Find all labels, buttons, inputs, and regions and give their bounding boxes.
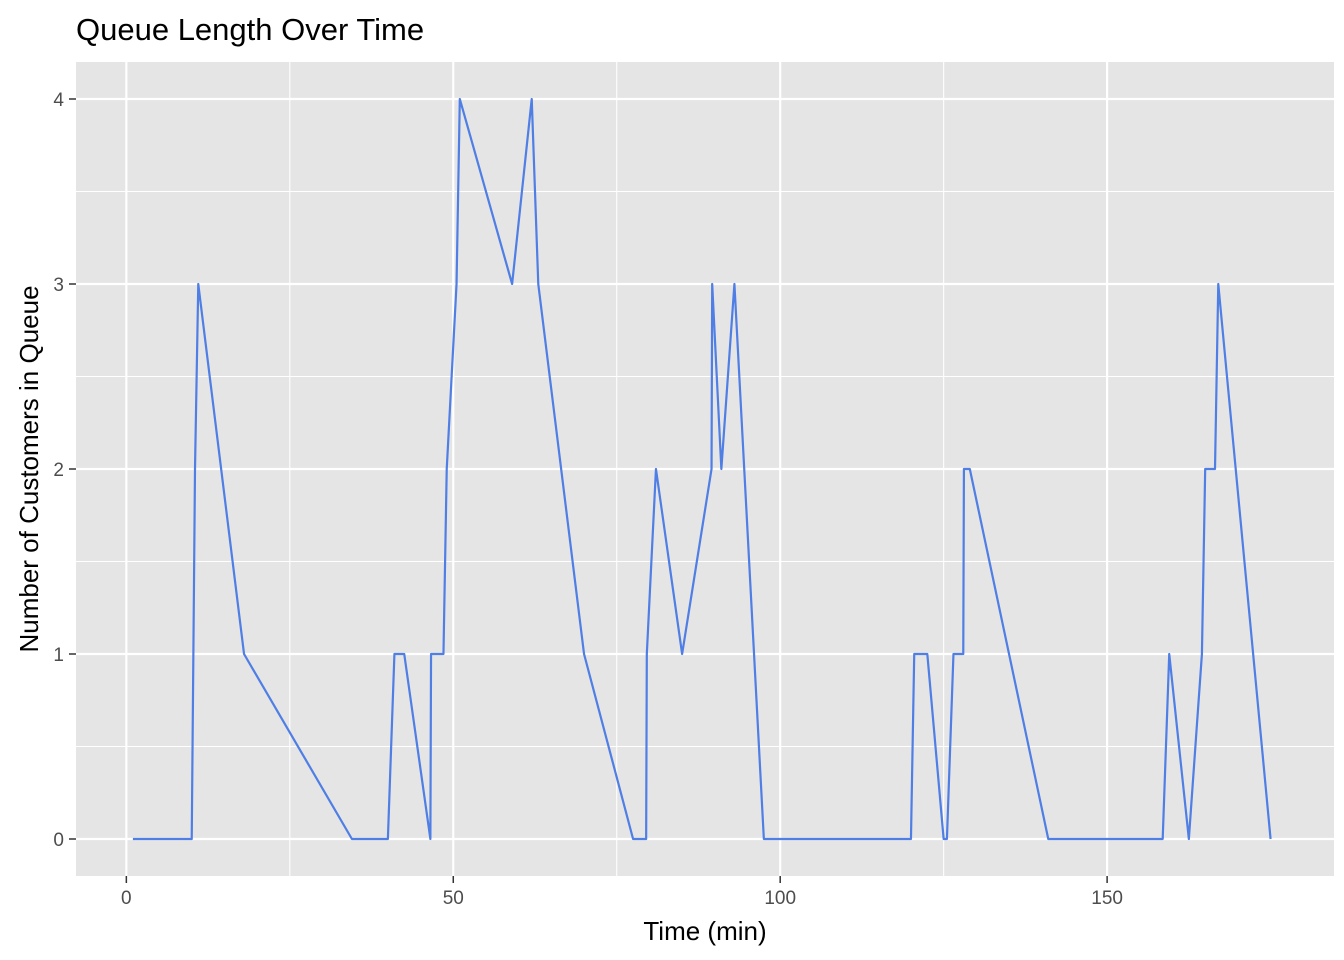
x-tick-label: 150 [1091,888,1123,909]
y-tick-label: 4 [53,90,64,111]
y-tick-label: 0 [53,830,64,851]
major-gridlines [76,62,1334,876]
y-axis-label: Number of Customers in Queue [14,285,44,652]
x-axis-label: Time (min) [643,916,766,946]
y-tick-label: 3 [53,275,64,296]
x-tick-label: 0 [121,888,132,909]
x-tick-label: 50 [443,888,464,909]
x-axis-ticks: 0 50 100 150 [121,876,1123,909]
x-tick-label: 100 [764,888,796,909]
y-axis-ticks: 0 1 2 3 4 [53,90,76,851]
chart-title: Queue Length Over Time [76,12,424,47]
y-tick-label: 1 [53,645,64,666]
queue-length-line [132,97,1272,841]
y-tick-label: 2 [53,460,64,481]
